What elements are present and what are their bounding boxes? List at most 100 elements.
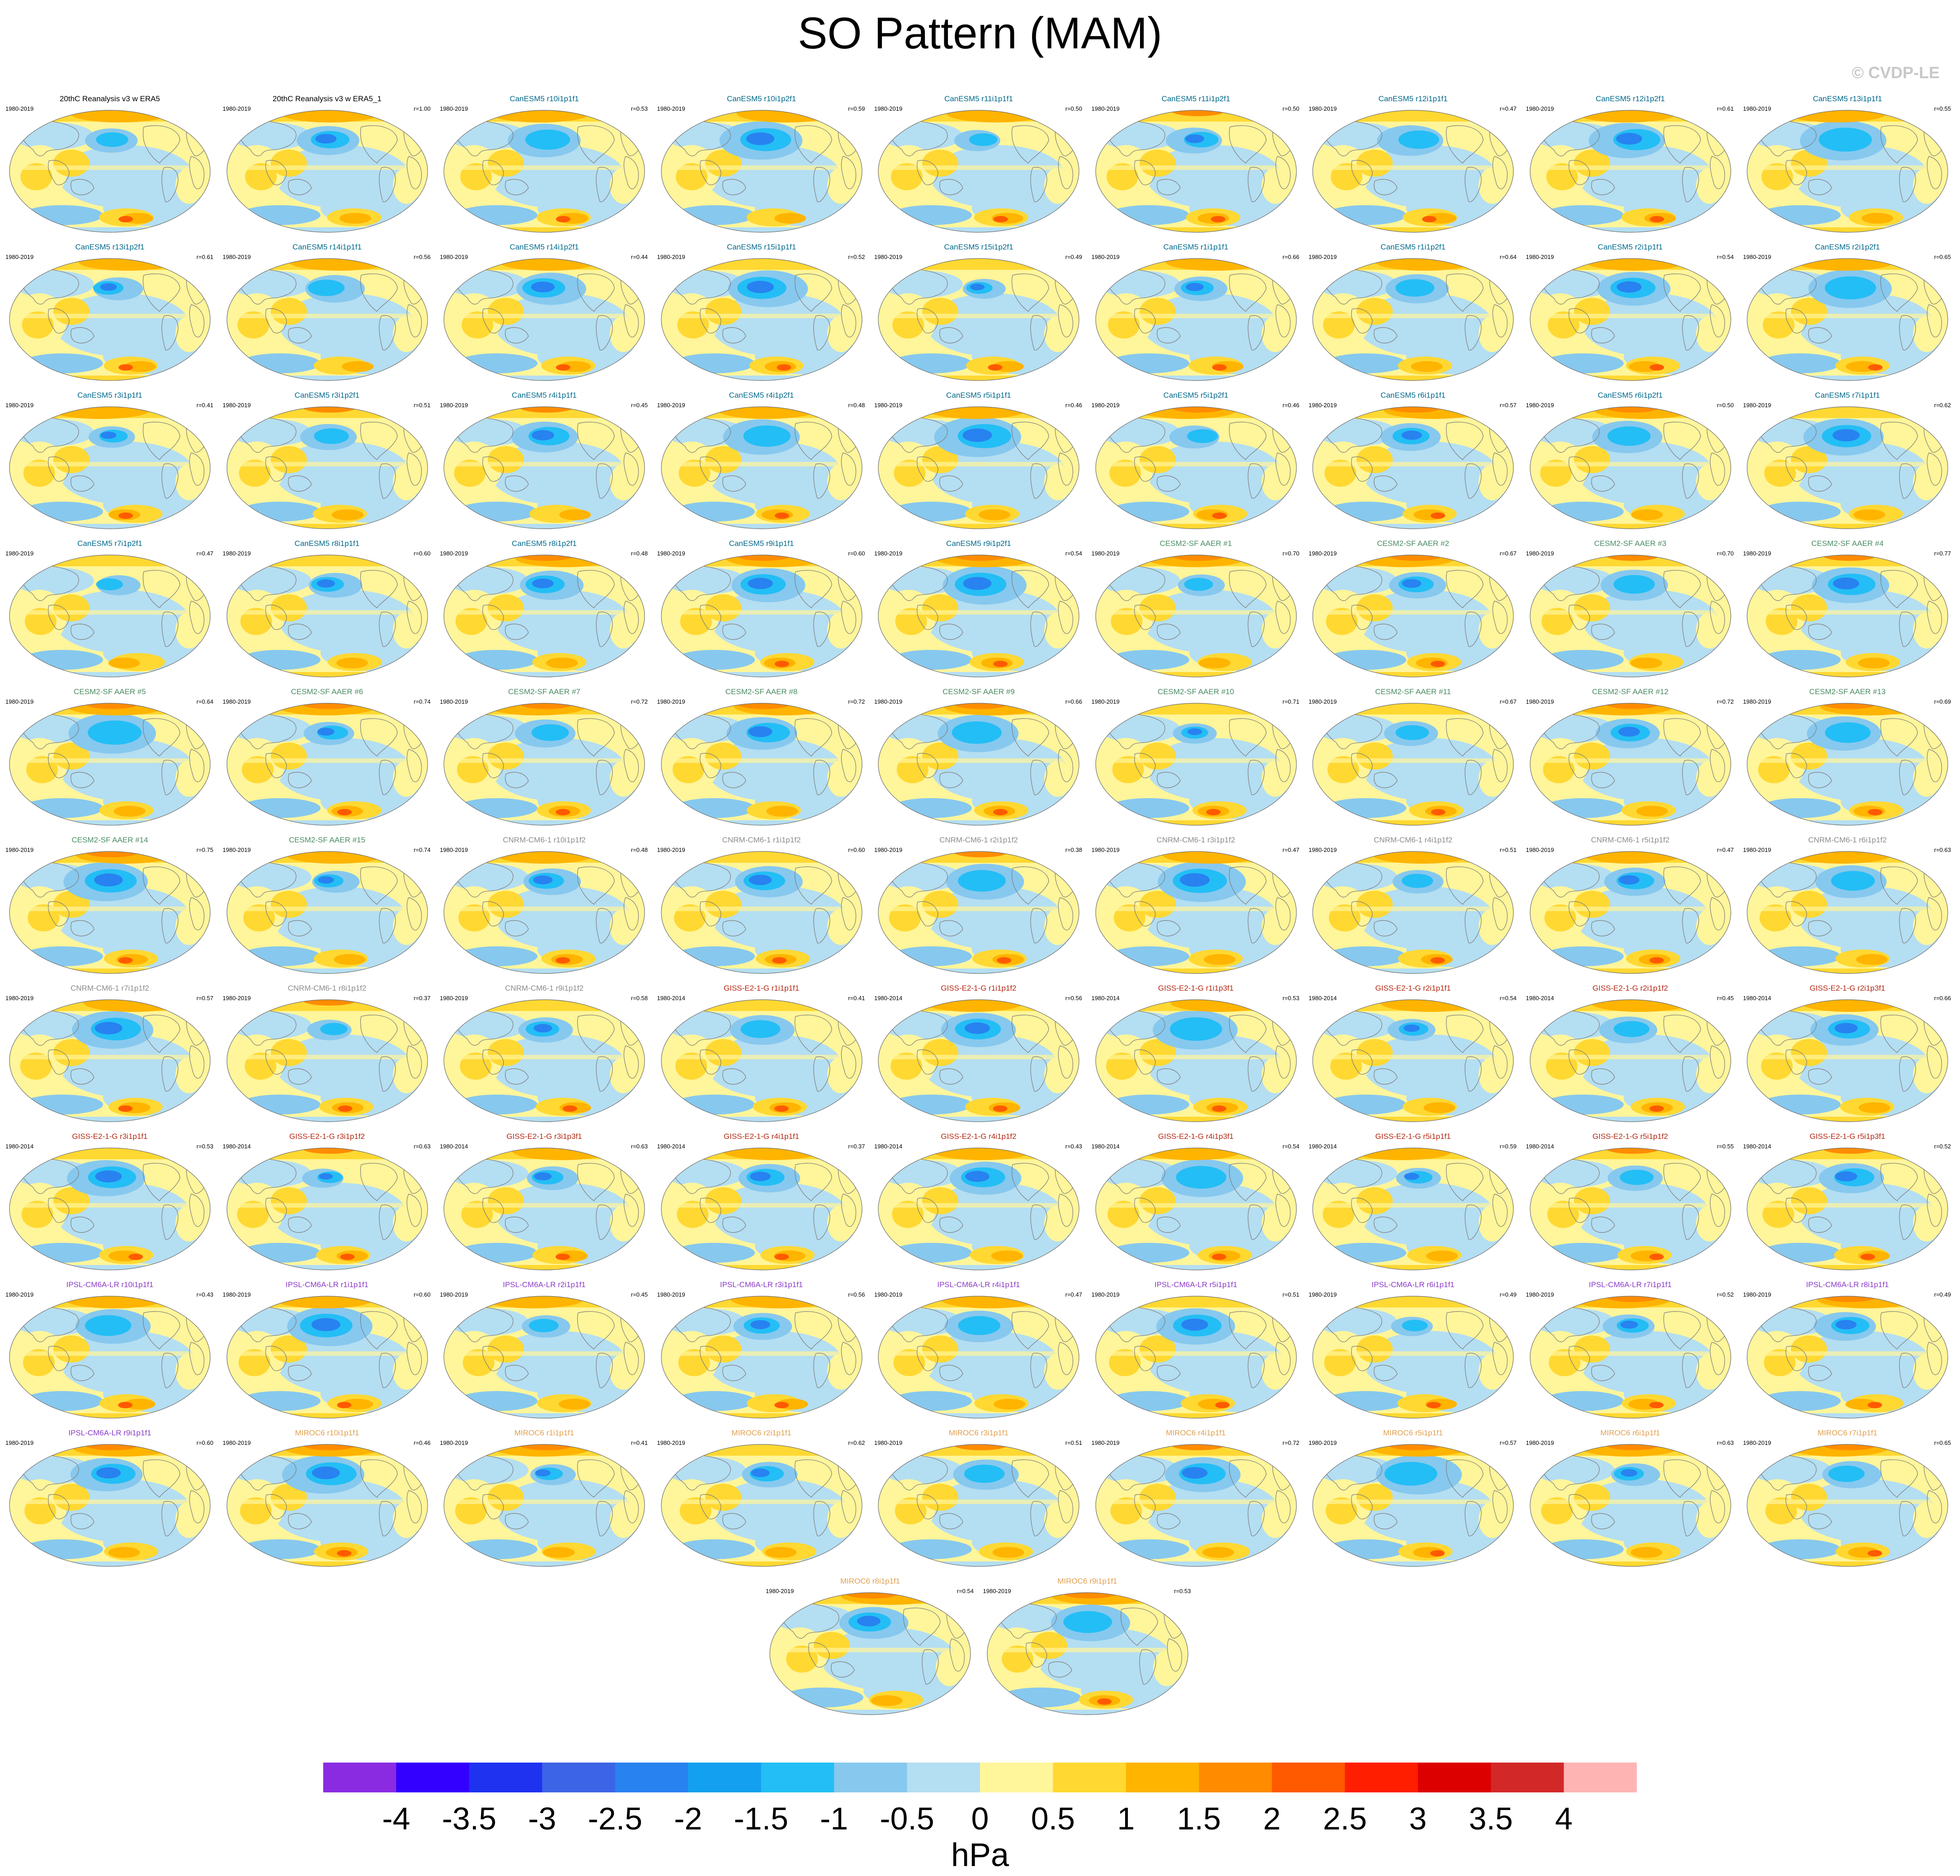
- panel-title: GISS-E2-1-G r5i1p1f1: [1375, 1132, 1451, 1141]
- panel-years: 1980-2019: [1091, 550, 1120, 557]
- panel-title: MIROC6 r5i1p1f1: [1383, 1429, 1443, 1437]
- panel-years: 1980-2019: [440, 846, 468, 853]
- panel-title: CanESM5 r12i1p2f1: [1595, 94, 1665, 103]
- colorbar-swatch: [396, 1763, 470, 1792]
- map-panel: IPSL-CM6A-LR r9i1p1f1 1980-2019 r=0.60: [4, 1427, 216, 1570]
- panel-correlation: r=0.62: [848, 1439, 865, 1446]
- colorbar-swatch: [1199, 1763, 1272, 1792]
- panel-title: CanESM5 r6i1p2f1: [1597, 391, 1663, 400]
- panel-title: CanESM5 r2i1p1f1: [1597, 243, 1663, 251]
- map-panel: CanESM5 r7i1p2f1 1980-2019 r=0.47: [4, 537, 216, 680]
- map-panel: CESM2-SF AAER #4 1980-2019 r=0.77: [1741, 537, 1954, 680]
- world-map: [1747, 110, 1948, 233]
- panel-title: CNRM-CM6-1 r8i1p1f2: [287, 984, 367, 992]
- panel-years: 1980-2019: [1743, 105, 1772, 112]
- colorbar-tick-label: -2.5: [588, 1801, 642, 1836]
- world-map: [443, 110, 645, 233]
- panel-years: 1980-2014: [657, 1143, 685, 1150]
- panel-correlation: r=0.41: [196, 402, 213, 409]
- panel-years: 1980-2019: [657, 550, 685, 557]
- panel-years: 1980-2019: [1526, 1291, 1554, 1298]
- panel-correlation: r=0.54: [1282, 1143, 1300, 1150]
- panel-title: CESM2-SF AAER #2: [1377, 539, 1449, 548]
- map-panel: CESM2-SF AAER #10 1980-2019 r=0.71: [1090, 686, 1302, 828]
- panel-years: 1980-2019: [1526, 550, 1554, 557]
- panel-correlation: r=0.48: [631, 550, 648, 557]
- panel-title: GISS-E2-1-G r1i1p3f1: [1158, 984, 1234, 992]
- panel-title: CanESM5 r4i1p1f1: [512, 391, 577, 400]
- panel-correlation: r=0.41: [848, 995, 865, 1001]
- panel-title: IPSL-CM6A-LR r6i1p1f1: [1371, 1280, 1455, 1289]
- map-panel: MIROC6 r3i1p1f1 1980-2019 r=0.51: [872, 1427, 1085, 1570]
- panel-years: 1980-2014: [1091, 995, 1120, 1001]
- world-map: [1747, 1296, 1948, 1419]
- panel-correlation: r=0.53: [1282, 995, 1300, 1001]
- world-map: [9, 1444, 211, 1567]
- colorbar-swatch: [1272, 1763, 1345, 1792]
- colorbar-tick-label: 1.5: [1177, 1801, 1221, 1836]
- panel-correlation: r=0.71: [1282, 698, 1300, 705]
- world-map: [443, 1296, 645, 1419]
- world-map: [1747, 555, 1948, 677]
- panel-title: CESM2-SF AAER #4: [1811, 539, 1884, 548]
- panel-years: 1980-2019: [1526, 105, 1554, 112]
- map-panel: CanESM5 r2i1p2f1 1980-2019 r=0.65: [1741, 241, 1954, 384]
- panel-title: GISS-E2-1-G r2i1p1f2: [1592, 984, 1668, 992]
- world-map: [1095, 851, 1297, 974]
- panel-correlation: r=0.66: [1282, 254, 1300, 260]
- panel-correlation: r=0.74: [414, 698, 431, 705]
- panel-title: CanESM5 r3i1p1f1: [77, 391, 142, 400]
- panel-correlation: r=0.60: [848, 550, 865, 557]
- world-map: [660, 110, 862, 233]
- map-panel: CESM2-SF AAER #13 1980-2019 r=0.69: [1741, 686, 1954, 828]
- panel-correlation: r=0.63: [414, 1143, 431, 1150]
- map-panel: CanESM5 r8i1p2f1 1980-2019 r=0.48: [438, 537, 650, 680]
- map-panel: IPSL-CM6A-LR r10i1p1f1 1980-2019 r=0.43: [4, 1279, 216, 1421]
- panel-title: CanESM5 r14i1p2f1: [509, 243, 579, 251]
- colorbar-swatch: [542, 1763, 616, 1792]
- panel-years: 1980-2014: [1743, 1143, 1772, 1150]
- panel-years: 1980-2019: [1743, 1439, 1772, 1446]
- panel-title: CanESM5 r15i1p2f1: [944, 243, 1013, 251]
- world-map: [1095, 406, 1297, 529]
- panel-years: 1980-2019: [5, 846, 34, 853]
- panel-title: CESM2-SF AAER #7: [508, 687, 580, 696]
- panel-years: 1980-2019: [1309, 402, 1337, 409]
- world-map: [878, 1147, 1079, 1270]
- map-panel: IPSL-CM6A-LR r7i1p1f1 1980-2019 r=0.52: [1524, 1279, 1737, 1421]
- panel-correlation: r=0.52: [848, 254, 865, 260]
- panel-correlation: r=0.64: [196, 698, 213, 705]
- panel-correlation: r=0.46: [414, 1439, 431, 1446]
- colorbar-swatch: [1345, 1763, 1418, 1792]
- map-panel: CanESM5 r13i1p1f1 1980-2019 r=0.55: [1741, 93, 1954, 235]
- world-map: [443, 1147, 645, 1270]
- panel-title: GISS-E2-1-G r3i1p1f2: [289, 1132, 365, 1141]
- map-panel: MIROC6 r6i1p1f1 1980-2019 r=0.63: [1524, 1427, 1737, 1570]
- panel-correlation: r=0.52: [1934, 1143, 1951, 1150]
- panel-title: CNRM-CM6-1 r4i1p1f2: [1374, 836, 1452, 844]
- panel-title: CESM2-SF AAER #15: [288, 836, 366, 844]
- panel-years: 1980-2014: [5, 1143, 34, 1150]
- world-map: [1529, 999, 1731, 1122]
- panel-correlation: r=0.61: [196, 254, 213, 260]
- colorbar-tick-label: 2.5: [1323, 1801, 1367, 1836]
- panel-title: CanESM5 r3i1p2f1: [294, 391, 360, 400]
- map-panel: GISS-E2-1-G r1i1p1f2 1980-2014 r=0.56: [872, 982, 1085, 1125]
- panel-title: IPSL-CM6A-LR r5i1p1f1: [1154, 1280, 1238, 1289]
- panel-correlation: r=0.72: [1282, 1439, 1300, 1446]
- panel-years: 1980-2019: [1309, 1439, 1337, 1446]
- world-map: [1747, 406, 1948, 529]
- page-title: SO Pattern (MAM): [798, 8, 1162, 58]
- panel-correlation: r=0.69: [1934, 698, 1951, 705]
- panel-title: IPSL-CM6A-LR r9i1p1f1: [68, 1429, 151, 1437]
- panel-years: 1980-2019: [5, 1439, 34, 1446]
- panel-years: 1980-2019: [5, 995, 34, 1001]
- panel-title: GISS-E2-1-G r5i1p1f2: [1592, 1132, 1668, 1141]
- colorbar-tick-label: 2: [1263, 1801, 1281, 1836]
- panel-years: 1980-2019: [657, 105, 685, 112]
- world-map: [226, 851, 428, 974]
- map-panel: CESM2-SF AAER #15 1980-2019 r=0.74: [221, 834, 433, 977]
- panel-title: CanESM5 r5i1p2f1: [1163, 391, 1229, 400]
- map-panel: GISS-E2-1-G r2i1p1f2 1980-2014 r=0.45: [1524, 982, 1737, 1125]
- map-panel: GISS-E2-1-G r5i1p1f1 1980-2014 r=0.59: [1307, 1130, 1519, 1273]
